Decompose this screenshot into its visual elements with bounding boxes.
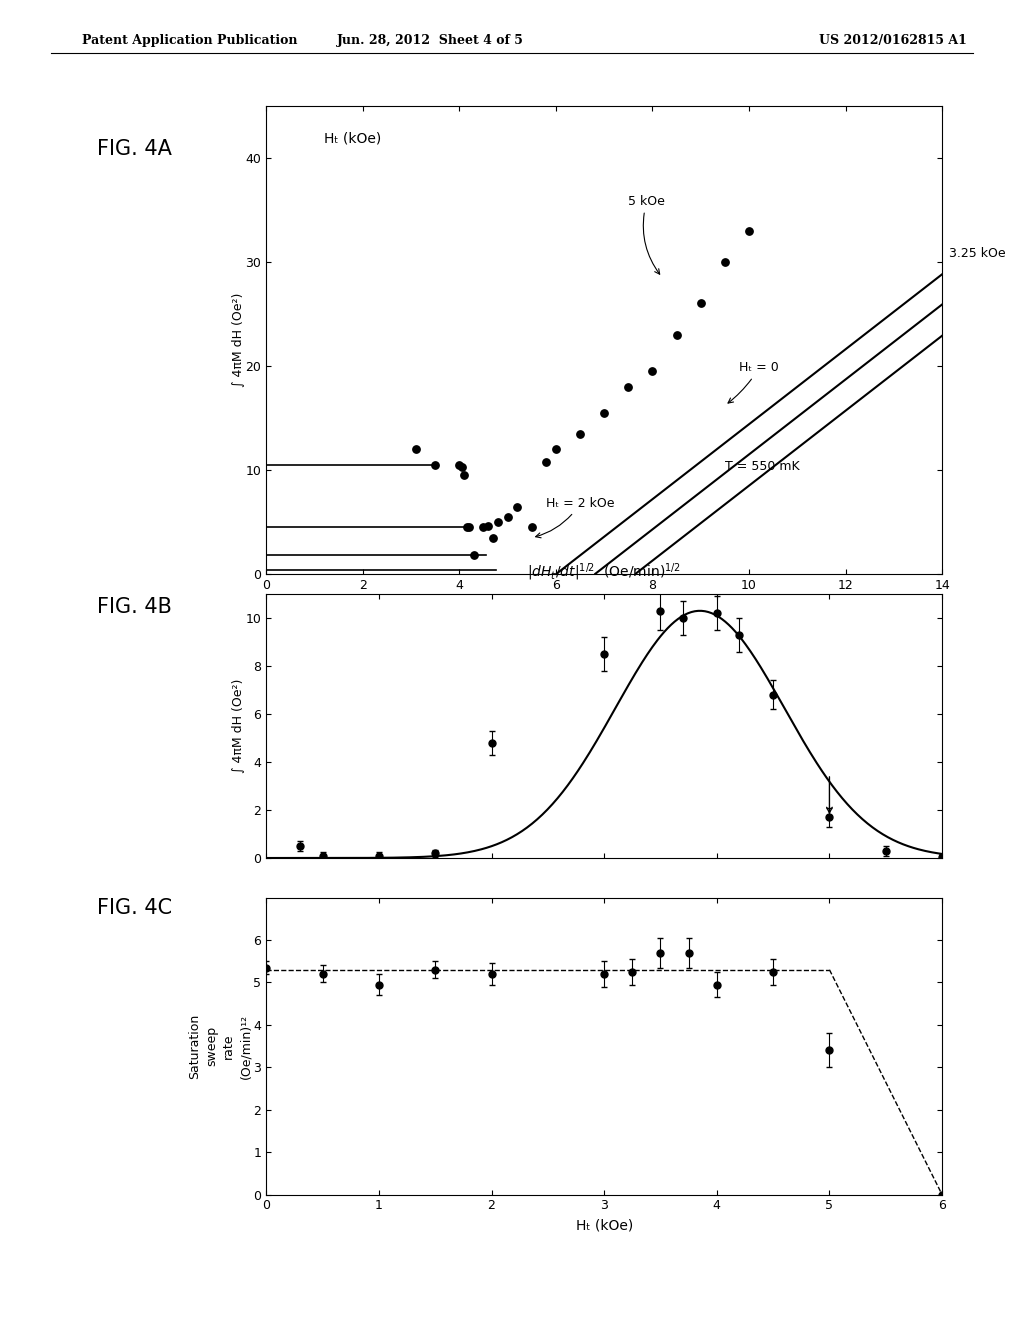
Point: [489, 512, 506, 533]
Text: US 2012/0162815 A1: US 2012/0162815 A1: [819, 34, 967, 48]
Point: [408, 438, 424, 459]
Point: [692, 293, 709, 314]
Point: [427, 454, 443, 475]
Text: Hₜ = 0: Hₜ = 0: [728, 362, 779, 403]
Text: T = 550 mK: T = 550 mK: [725, 461, 800, 473]
Y-axis label: Saturation
sweep
rate
(Oe/min)¹²: Saturation sweep rate (Oe/min)¹²: [188, 1014, 252, 1078]
Text: Jun. 28, 2012  Sheet 4 of 5: Jun. 28, 2012 Sheet 4 of 5: [337, 34, 523, 48]
Point: [466, 545, 482, 566]
Text: Hₜ (kOe): Hₜ (kOe): [325, 131, 381, 145]
Point: [621, 376, 637, 397]
Text: Patent Application Publication: Patent Application Publication: [82, 34, 297, 48]
Point: [571, 424, 588, 445]
X-axis label: Hₜ (kOe): Hₜ (kOe): [575, 1218, 633, 1232]
Point: [485, 527, 502, 548]
Text: 5 kOe: 5 kOe: [629, 194, 666, 275]
Point: [509, 496, 525, 517]
Point: [454, 457, 470, 478]
Point: [717, 251, 733, 272]
Point: [548, 438, 564, 459]
Point: [480, 516, 497, 537]
Point: [740, 220, 757, 242]
Text: 3.25 kOe: 3.25 kOe: [949, 247, 1006, 260]
Text: FIG. 4B: FIG. 4B: [97, 597, 172, 616]
Point: [456, 465, 472, 486]
Point: [538, 451, 554, 473]
Point: [523, 517, 540, 539]
Point: [644, 360, 660, 381]
Y-axis label: ∫ 4πM dH (Oe²): ∫ 4πM dH (Oe²): [231, 678, 244, 774]
Point: [459, 517, 475, 539]
Point: [475, 517, 492, 539]
Point: [500, 507, 516, 528]
Point: [461, 517, 477, 539]
Y-axis label: ∫ 4πM dH (Oe²): ∫ 4πM dH (Oe²): [231, 293, 244, 387]
Point: [596, 403, 612, 424]
Text: FIG. 4C: FIG. 4C: [97, 898, 172, 917]
Text: FIG. 4A: FIG. 4A: [97, 139, 172, 158]
Text: $|dH_t/dt|^{1/2}$  (Oe/min)$^{1/2}$: $|dH_t/dt|^{1/2}$ (Oe/min)$^{1/2}$: [527, 562, 681, 583]
Point: [669, 325, 685, 346]
Text: Hₜ = 2 kOe: Hₜ = 2 kOe: [536, 496, 614, 537]
Point: [452, 454, 468, 475]
